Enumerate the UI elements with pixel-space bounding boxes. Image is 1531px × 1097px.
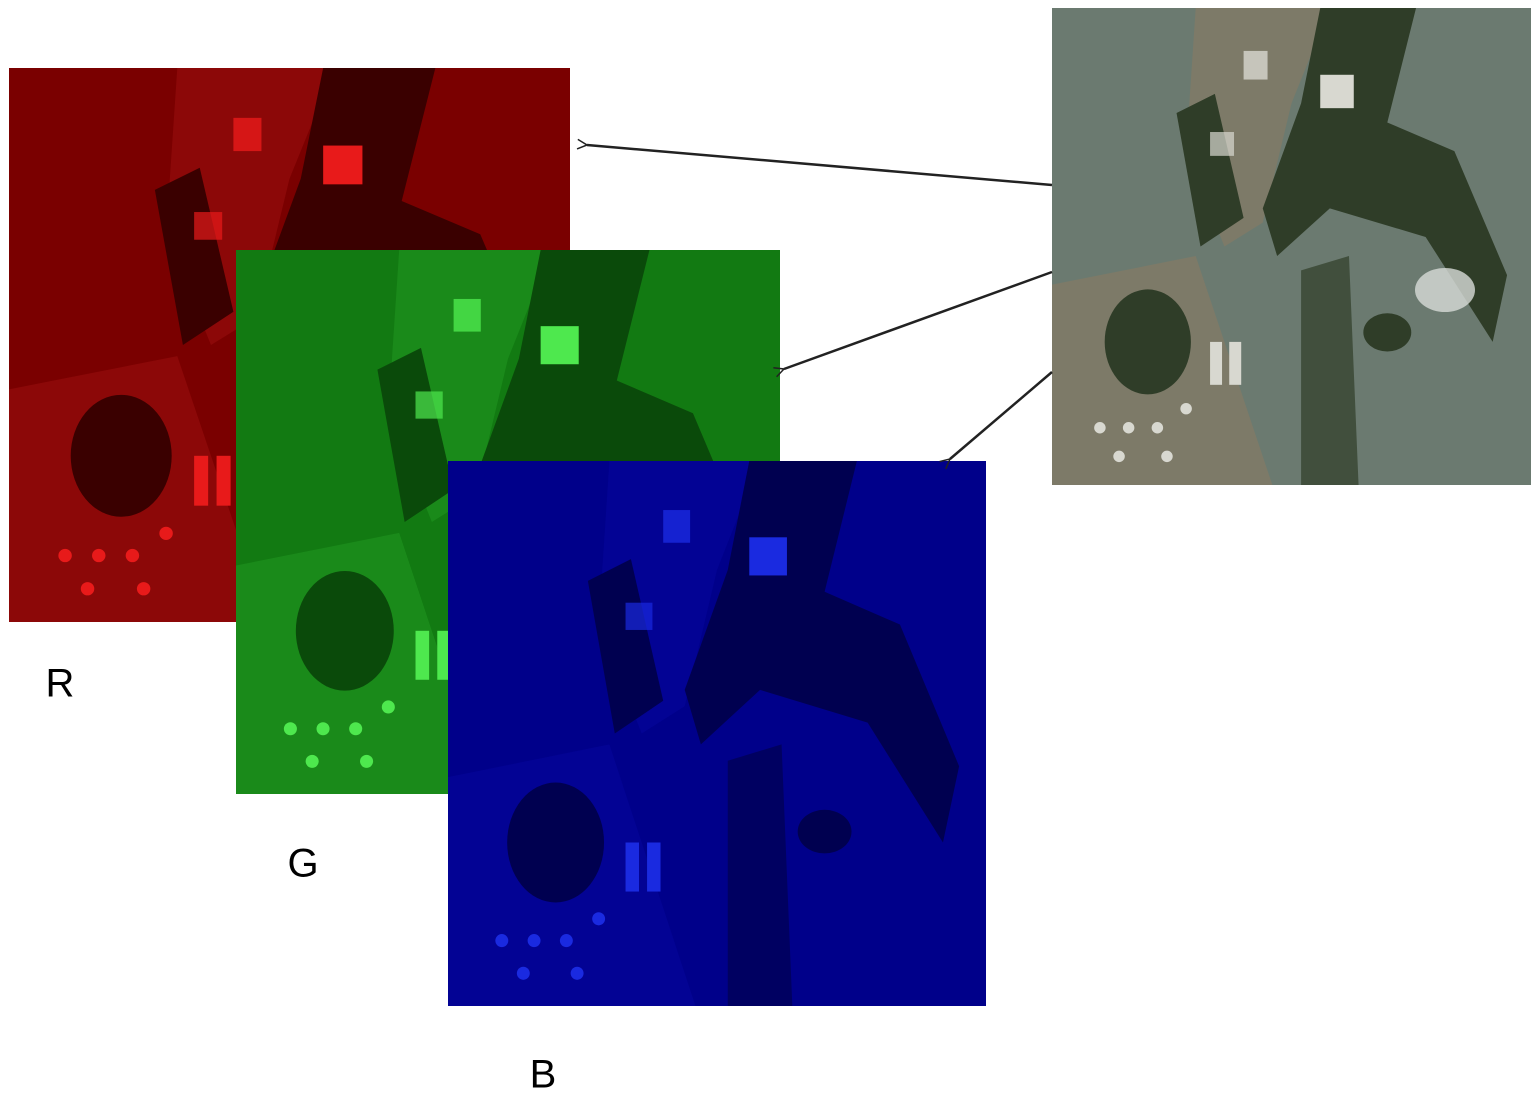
arrow-to-blue xyxy=(950,372,1052,459)
arrow-to-red xyxy=(587,145,1052,185)
channel-label: B xyxy=(530,1053,557,1097)
cloud xyxy=(1415,268,1475,312)
blue-channel-image xyxy=(448,461,986,1006)
arrow-to-green xyxy=(784,272,1052,369)
page: {"channels": [{"label": "R"}, {"label": … xyxy=(0,0,1531,1097)
channel-label: G xyxy=(287,842,318,886)
channel-label: R xyxy=(46,662,75,706)
rgb-decomposition-diagram: R G B xyxy=(0,0,1531,1097)
source-color-image xyxy=(1052,8,1531,485)
